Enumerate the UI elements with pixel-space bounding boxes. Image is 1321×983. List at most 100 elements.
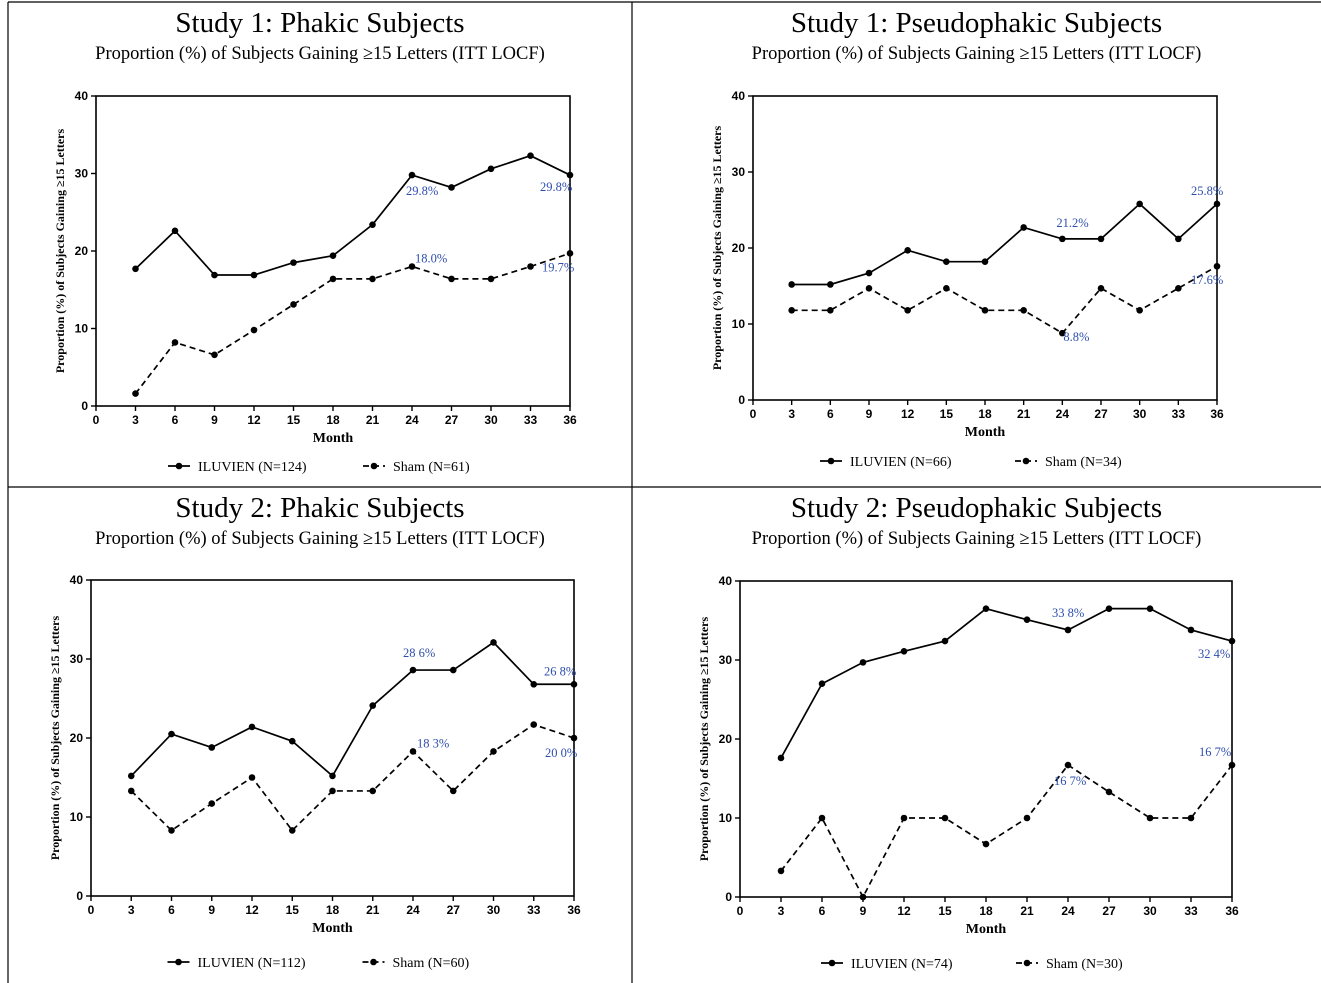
x-axis-title: Month <box>313 431 354 446</box>
x-tick-label: 9 <box>866 407 873 421</box>
data-point-iluvien <box>982 605 990 612</box>
line-chart: 0 3 6 9 12 15 18 21 24 27 30 33 36010203040MonthProp… <box>53 89 577 475</box>
data-label: 20 0% <box>545 746 577 760</box>
series-line-sham <box>791 265 1218 335</box>
data-point-iluvien <box>290 259 297 266</box>
y-tick-label: 20 <box>732 241 746 255</box>
x-tick-label: 30 <box>1143 904 1157 918</box>
data-point-iluvien <box>329 252 337 259</box>
x-tick-label: 27 <box>1102 904 1116 918</box>
series-line-iluvien <box>780 607 1233 759</box>
data-point-iluvien <box>859 659 867 666</box>
data-point-sham <box>449 787 457 795</box>
x-tick-label: 15 <box>938 904 952 918</box>
data-point-sham <box>859 893 867 901</box>
data-point-iluvien <box>127 772 135 780</box>
x-tick-label: 18 <box>326 413 340 427</box>
y-tick-label: 30 <box>732 165 746 179</box>
data-point-sham <box>900 814 908 822</box>
series-line-sham <box>780 763 1233 899</box>
data-point-sham <box>981 307 989 314</box>
x-tick-label: 30 <box>484 413 498 427</box>
legend-marker-sham <box>1023 959 1031 967</box>
chart-title: Study 2: Phakic Subjects <box>175 492 465 524</box>
x-tick-label: 6 <box>168 903 175 917</box>
data-point-iluvien <box>900 648 908 655</box>
x-tick-label: 15 <box>287 413 301 427</box>
y-tick-label: 20 <box>70 731 84 745</box>
data-label: 32 4% <box>1198 647 1230 661</box>
data-point-iluvien <box>408 171 416 179</box>
data-point-iluvien <box>827 281 834 288</box>
data-label: 18.0% <box>415 252 447 266</box>
x-tick-label: 0 <box>750 407 757 421</box>
legend-label-sham: Sham (N=30) <box>1046 957 1123 972</box>
data-point-iluvien <box>211 271 218 279</box>
data-point-iluvien <box>168 730 175 738</box>
data-point-iluvien <box>449 666 457 674</box>
data-point-sham <box>943 284 950 292</box>
data-label: 29.8% <box>540 180 572 194</box>
series-line-sham <box>134 252 571 395</box>
data-point-iluvien <box>1023 616 1031 624</box>
data-point-sham <box>369 275 376 283</box>
data-point-iluvien <box>865 269 873 277</box>
x-tick-label: 33 <box>524 413 538 427</box>
series-line-iluvien <box>134 154 571 276</box>
data-point-sham <box>530 721 538 728</box>
x-tick-label: 36 <box>1210 407 1224 421</box>
x-tick-label: 24 <box>405 413 419 427</box>
x-axis-title: Month <box>965 425 1006 440</box>
y-tick-label: 0 <box>725 890 732 904</box>
x-tick-label: 18 <box>978 407 992 421</box>
legend-label-sham: Sham (N=61) <box>393 460 470 475</box>
x-tick-label: 3 <box>788 407 795 421</box>
data-point-iluvien <box>369 221 376 228</box>
data-label: 17.6% <box>1191 273 1223 287</box>
data-point-iluvien <box>250 271 258 279</box>
legend-marker-sham <box>370 958 377 966</box>
data-point-sham <box>487 275 495 283</box>
y-tick-label: 10 <box>732 317 746 331</box>
x-tick-label: 12 <box>245 903 259 917</box>
y-tick-label: 30 <box>70 652 84 666</box>
x-tick-label: 24 <box>406 903 420 917</box>
data-point-iluvien <box>1146 605 1154 612</box>
data-point-iluvien <box>1020 224 1027 231</box>
data-point-iluvien <box>1059 235 1066 243</box>
data-point-iluvien <box>1136 200 1143 208</box>
data-point-iluvien <box>981 258 989 265</box>
data-point-sham <box>1020 307 1027 314</box>
y-tick-label: 40 <box>70 573 84 587</box>
data-point-sham <box>982 840 990 848</box>
x-tick-label: 30 <box>1133 407 1147 421</box>
data-point-sham <box>409 748 417 755</box>
y-axis-title: Proportion (%) of Subjects Gaining ≥15 L… <box>710 126 724 371</box>
x-axis-title: Month <box>312 921 353 936</box>
data-point-iluvien <box>527 152 534 159</box>
data-point-iluvien <box>1097 235 1105 243</box>
y-tick-label: 20 <box>75 244 89 258</box>
x-tick-label: 12 <box>897 904 911 918</box>
y-tick-label: 30 <box>75 167 89 181</box>
data-point-sham <box>1097 284 1105 292</box>
data-point-iluvien <box>490 639 497 646</box>
data-point-sham <box>369 787 377 795</box>
legend-marker-iluvien <box>175 462 183 470</box>
x-tick-label: 27 <box>445 413 459 427</box>
data-point-sham <box>818 814 826 822</box>
x-tick-label: 0 <box>737 904 744 918</box>
x-tick-label: 12 <box>901 407 915 421</box>
data-point-sham <box>127 787 135 795</box>
y-tick-label: 0 <box>738 393 745 407</box>
data-point-sham <box>1146 814 1154 822</box>
data-point-sham <box>527 263 534 270</box>
data-point-sham <box>1136 307 1143 314</box>
x-tick-label: 21 <box>366 903 380 917</box>
data-label: 33 8% <box>1052 606 1084 620</box>
x-tick-label: 6 <box>172 413 179 427</box>
data-point-sham <box>827 307 834 314</box>
chart-title: Study 1: Pseudophakic Subjects <box>790 7 1163 39</box>
chart-panel-study1-pseudophakic: Study 1: Pseudophakic Subjects Proportio… <box>632 2 1321 487</box>
data-label: 26 8% <box>544 664 576 678</box>
